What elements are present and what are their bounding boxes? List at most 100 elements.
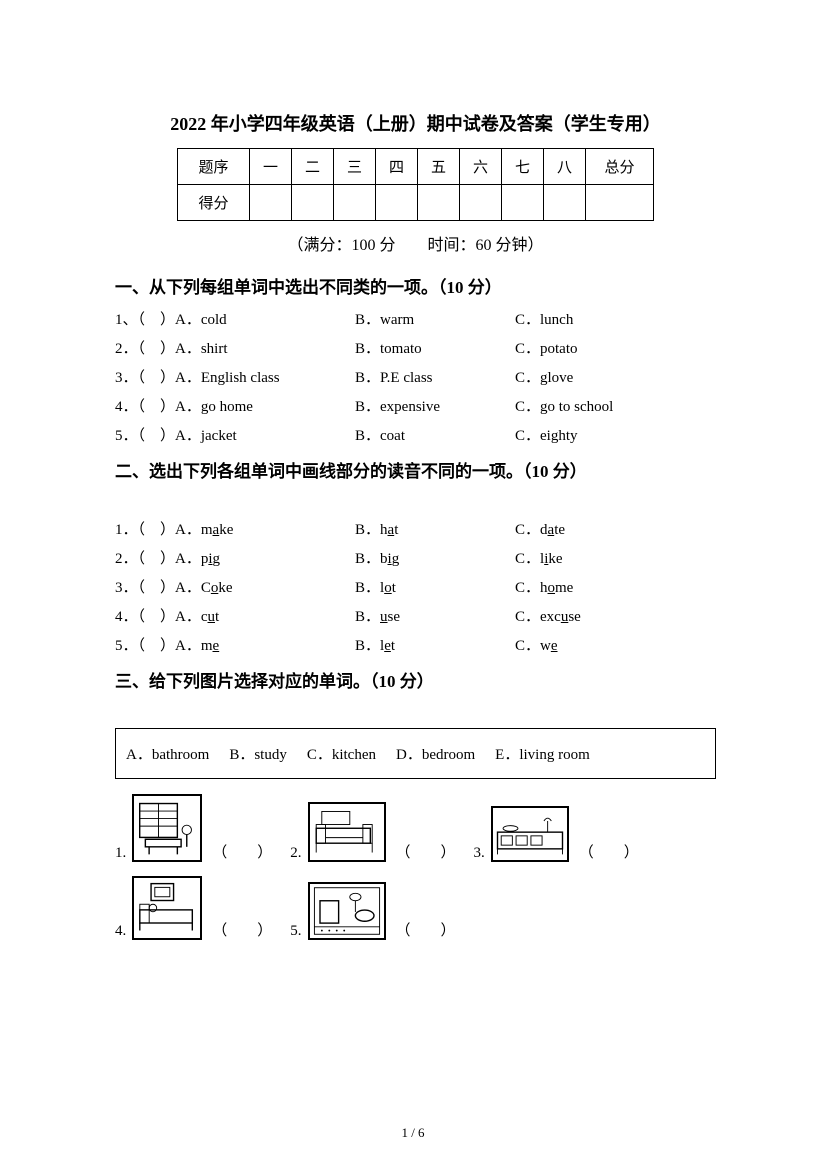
q5-b: B．coat [355,424,515,445]
section-3-header: 三、给下列图片选择对应的单词。（10 分） [115,667,716,692]
pic-3-kitchen-icon [491,806,569,862]
col-2: 二 [292,149,334,185]
s2-q3-b: B．lot [355,576,515,597]
pic-blank-3[interactable]: （ ） [579,841,639,862]
q5-a: 5．（ ）A．jacket [115,424,355,445]
q4-row: 4．（ ）A．go home B．expensive C．go to schoo… [115,395,716,416]
pic-blank-4[interactable]: （ ） [212,919,272,940]
s2-q2-b: B．big [355,547,515,568]
s2-q3-row: 3．（ ）A．CokeB．lotC．home [115,576,716,597]
exam-title: 2022 年小学四年级英语（上册）期中试卷及答案（学生专用） [115,110,716,136]
opt-b: B．study [229,743,287,764]
q4-b: B．expensive [355,395,515,416]
q1-row: 1、（ ）A．cold B．warm C．lunch [115,308,716,329]
q4-a: 4．（ ）A．go home [115,395,355,416]
header-label: 题序 [178,149,250,185]
q1-a: 1、（ ）A．cold [115,308,355,329]
pic-5-bathroom-icon [308,882,386,940]
section-3: 三、给下列图片选择对应的单词。（10 分） A．bathroom B．study… [115,667,716,940]
col-6: 六 [460,149,502,185]
pic-num-4: 4. [115,923,126,940]
pic-row-1: 1. （ ） 2. （ ） 3. （ ） [115,794,716,862]
q3-a: 3．（ ）A．English class [115,366,355,387]
q3-row: 3．（ ）A．English class B．P.E class C．glove [115,366,716,387]
s2-q4-c: C．excuse [515,605,675,626]
s2-q1-c: C．date [515,518,675,539]
pic-blank-2[interactable]: （ ） [396,841,456,862]
opt-e: E．living room [495,743,590,764]
pic-4-bedroom-icon [132,876,202,940]
score-table: 题序 一 二 三 四 五 六 七 八 总分 得分 [177,148,654,221]
score-total-cell[interactable] [586,185,654,221]
score-cell[interactable] [376,185,418,221]
opt-c: C．kitchen [307,743,376,764]
score-cell[interactable] [418,185,460,221]
q2-c: C．potato [515,337,675,358]
page-number: 1 / 6 [0,1125,826,1141]
s2-q4-a: 4．（ ）A．cut [115,605,355,626]
table-score-row: 得分 [178,185,654,221]
q2-a: 2．（ ）A．shirt [115,337,355,358]
col-7: 七 [502,149,544,185]
pic-item-4: 4. （ ） [115,876,290,940]
exam-info: （满分：100 分 时间：60 分钟） [115,231,716,255]
pic-item-5: 5. （ ） [290,882,473,940]
section-1-header: 一、从下列每组单词中选出不同类的一项。（10 分） [115,273,716,298]
section-1: 一、从下列每组单词中选出不同类的一项。（10 分） 1、（ ）A．cold B．… [115,273,716,445]
q1-b: B．warm [355,308,515,329]
pic-num-5: 5. [290,923,301,940]
pic-num-2: 2. [290,845,301,862]
s2-q5-a: 5．（ ）A．me [115,634,355,655]
score-cell[interactable] [250,185,292,221]
score-cell[interactable] [292,185,334,221]
score-cell[interactable] [502,185,544,221]
s2-q2-c: C．like [515,547,675,568]
word-options-box: A．bathroom B．study C．kitchen D．bedroom E… [115,728,716,779]
s2-q3-c: C．home [515,576,675,597]
score-cell[interactable] [460,185,502,221]
q2-row: 2．（ ）A．shirt B．tomato C．potato [115,337,716,358]
s2-q1-b: B．hat [355,518,515,539]
q3-b: B．P.E class [355,366,515,387]
pic-num-1: 1. [115,845,126,862]
s2-q5-c: C．we [515,634,675,655]
col-4: 四 [376,149,418,185]
section-2-header: 二、选出下列各组单词中画线部分的读音不同的一项。（10 分） [115,457,716,482]
pic-2-livingroom-icon [308,802,386,862]
opt-d: D．bedroom [396,743,475,764]
section-2: 二、选出下列各组单词中画线部分的读音不同的一项。（10 分） 1．（ ）A．ma… [115,457,716,655]
opt-a: A．bathroom [126,743,209,764]
col-8: 八 [544,149,586,185]
col-3: 三 [334,149,376,185]
s2-q4-b: B．use [355,605,515,626]
q4-c: C．go to school [515,395,675,416]
s2-q5-b: B．let [355,634,515,655]
col-1: 一 [250,149,292,185]
s2-q4-row: 4．（ ）A．cutB．useC．excuse [115,605,716,626]
score-cell[interactable] [334,185,376,221]
s2-q3-a: 3．（ ）A．Coke [115,576,355,597]
col-total: 总分 [586,149,654,185]
score-label: 得分 [178,185,250,221]
s2-q2-a: 2．（ ）A．pig [115,547,355,568]
pic-item-3: 3. （ ） [474,806,657,862]
q1-c: C．lunch [515,308,675,329]
q5-row: 5．（ ）A．jacket B．coat C．eighty [115,424,716,445]
s2-q2-row: 2．（ ）A．pigB．bigC．like [115,547,716,568]
pic-blank-5[interactable]: （ ） [396,919,456,940]
q2-b: B．tomato [355,337,515,358]
q5-c: C．eighty [515,424,675,445]
score-cell[interactable] [544,185,586,221]
pic-blank-1[interactable]: （ ） [212,841,272,862]
pic-num-3: 3. [474,845,485,862]
q3-c: C．glove [515,366,675,387]
pic-item-1: 1. （ ） [115,794,290,862]
s2-q1-a: 1．（ ）A．make [115,518,355,539]
col-5: 五 [418,149,460,185]
s2-q1-row: 1．（ ）A．makeB．hatC．date [115,518,716,539]
pic-1-study-icon [132,794,202,862]
table-header-row: 题序 一 二 三 四 五 六 七 八 总分 [178,149,654,185]
pic-item-2: 2. （ ） [290,802,473,862]
s2-q5-row: 5．（ ）A．meB．letC．we [115,634,716,655]
pic-row-2: 4. （ ） 5. （ ） [115,876,716,940]
